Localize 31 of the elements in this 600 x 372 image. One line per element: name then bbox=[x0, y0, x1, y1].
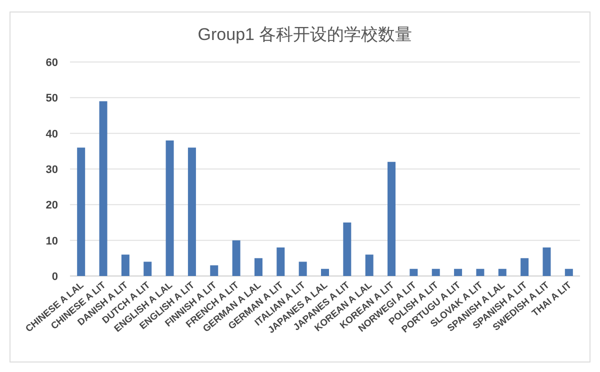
bar bbox=[254, 258, 262, 276]
bar bbox=[99, 101, 108, 276]
bar bbox=[476, 268, 484, 276]
bar bbox=[520, 258, 529, 276]
bar bbox=[121, 254, 130, 276]
bar bbox=[343, 222, 352, 276]
bar bbox=[144, 262, 152, 276]
bar bbox=[388, 162, 396, 276]
y-tick-label: 40 bbox=[46, 128, 58, 140]
bar bbox=[410, 268, 418, 276]
bar bbox=[454, 268, 462, 276]
bar bbox=[432, 268, 440, 276]
bar bbox=[232, 240, 240, 276]
y-tick-label: 10 bbox=[46, 235, 58, 248]
bar bbox=[542, 247, 551, 276]
y-tick-label: 50 bbox=[46, 92, 58, 105]
chart-title: Group1 各科开设的学校数量 bbox=[198, 25, 412, 44]
bar bbox=[498, 268, 506, 276]
bar bbox=[188, 148, 196, 276]
bar bbox=[77, 148, 86, 276]
y-tick-label: 0 bbox=[52, 271, 58, 283]
y-tick-label: 20 bbox=[46, 200, 58, 212]
bar bbox=[321, 268, 329, 276]
bar bbox=[276, 247, 285, 276]
bar bbox=[210, 265, 218, 276]
bar bbox=[166, 140, 174, 276]
bar bbox=[298, 262, 307, 276]
bar bbox=[365, 254, 374, 276]
bar bbox=[564, 268, 573, 276]
y-tick-label: 60 bbox=[46, 57, 58, 69]
y-tick-label: 30 bbox=[46, 164, 58, 176]
